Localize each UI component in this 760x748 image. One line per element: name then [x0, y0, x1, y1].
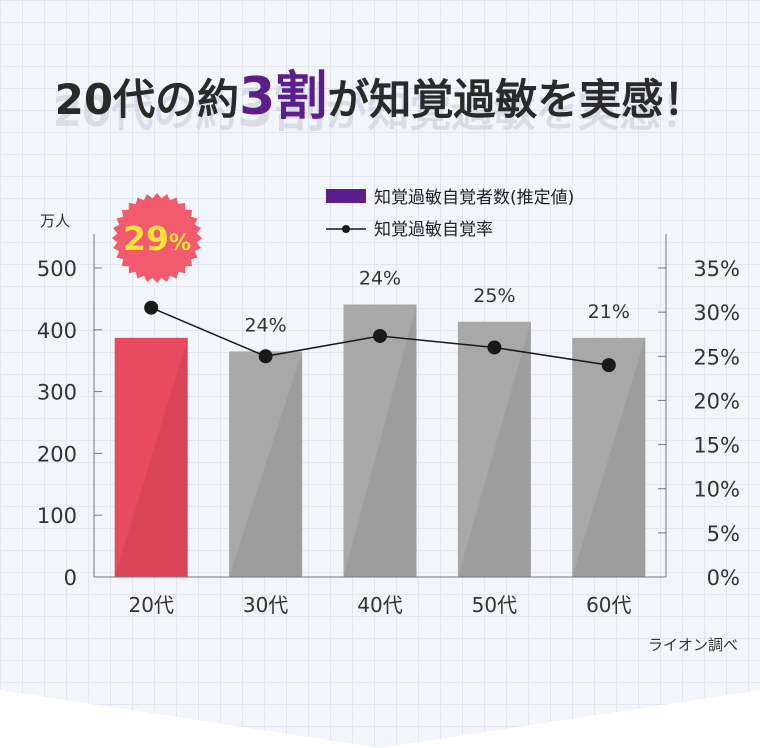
x-tick-label: 20代 — [128, 593, 173, 617]
legend-bar-swatch — [326, 189, 366, 203]
bar — [572, 337, 646, 577]
source-note: ライオン調べ — [647, 636, 738, 654]
y-right-tick-label: 15% — [693, 434, 740, 458]
bar-shade — [457, 321, 531, 577]
y-left-tick-label: 500 — [37, 257, 77, 281]
y-left-tick-label: 200 — [37, 442, 77, 466]
headline-prefix: 20代の約 — [55, 75, 239, 124]
headline-text: 20代の約3割が知覚過敏を実感！ — [55, 67, 706, 127]
x-tick-label: 50代 — [472, 593, 517, 617]
data-label: 24% — [244, 314, 286, 336]
rate-point — [487, 340, 502, 355]
x-tick-label: 60代 — [586, 593, 631, 617]
bar-shade — [229, 351, 303, 577]
data-label: 24% — [359, 267, 401, 289]
y-right-tick-label: 10% — [693, 478, 740, 502]
rate-point — [144, 300, 159, 315]
legend-line-label: 知覚過敏自覚率 — [374, 220, 493, 240]
bar-shade — [343, 304, 417, 577]
rate-point — [373, 328, 387, 343]
y-right-tick-label: 25% — [693, 345, 740, 369]
headline-highlight: 3割 — [239, 67, 327, 127]
y-left-tick-label: 100 — [37, 504, 77, 528]
bar — [229, 351, 303, 577]
bar — [343, 304, 417, 577]
highlight-badge-label: 29% — [123, 219, 191, 258]
x-tick-label: 40代 — [357, 593, 402, 617]
bar-shade — [114, 337, 188, 577]
y-left-tick-label: 400 — [37, 319, 77, 343]
headline: 20代の約3割が知覚過敏を実感！ 20代の約3割が知覚過敏を実感！ — [53, 67, 706, 139]
y-left-axis-label: 万人 — [40, 212, 70, 230]
data-label: 25% — [473, 285, 515, 307]
y-right-tick-label: 0% — [707, 566, 740, 590]
y-right-tick-label: 20% — [693, 389, 740, 413]
legend-bar-label: 知覚過敏自覚者数(推定値) — [374, 188, 574, 208]
y-right-tick-label: 30% — [693, 301, 740, 325]
y-right-tick-label: 35% — [693, 257, 740, 281]
legend-line-marker — [342, 225, 350, 233]
bar-shade — [572, 337, 646, 577]
y-left-tick-label: 0 — [64, 566, 77, 590]
data-label: 21% — [588, 301, 630, 323]
headline-shadow: 20代の約3割が知覚過敏を実感！ — [53, 79, 704, 139]
rate-point — [258, 349, 273, 364]
y-left-tick-label: 300 — [37, 381, 77, 405]
bar — [114, 337, 188, 577]
rate-point — [601, 358, 616, 373]
highlight-badge — [112, 193, 202, 283]
y-right-tick-label: 5% — [707, 522, 740, 546]
headline-suffix: が知覚過敏を実感！ — [327, 75, 705, 124]
x-tick-label: 30代 — [243, 593, 288, 617]
bar — [457, 321, 531, 577]
